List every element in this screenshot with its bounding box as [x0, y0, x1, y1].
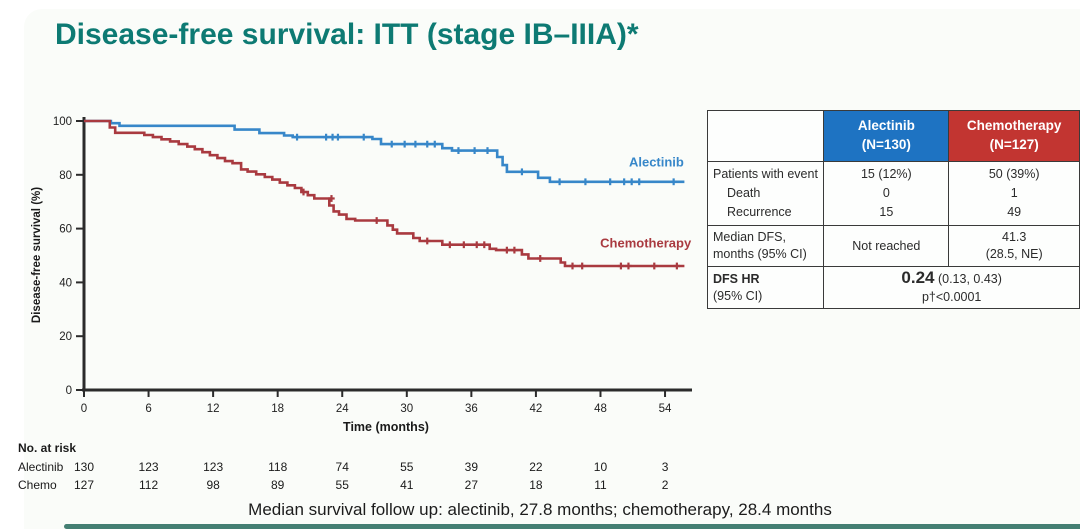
km-chart: 100 80 60 40 20 00 6 12 18 24 30 36 42 48 54 Time (mont…: [18, 116, 692, 492]
recurrence-chemo-value: 49: [1007, 205, 1022, 219]
svg-text:Alectinib: Alectinib: [18, 460, 64, 474]
death-alectinib-value: 0: [882, 186, 890, 200]
svg-text:80: 80: [59, 170, 72, 182]
svg-text:Chemo: Chemo: [18, 478, 57, 492]
svg-text:100: 100: [53, 116, 72, 128]
page-title: Disease-free survival: ITT (stage IB–III…: [55, 18, 639, 51]
hr-value: 0.24: [901, 268, 935, 287]
svg-text:118: 118: [268, 460, 287, 474]
svg-text:10: 10: [594, 460, 608, 474]
table-header-chemotherapy: Chemotherapy (N=127): [948, 110, 1080, 162]
recurrence-alectinib-value: 15: [879, 205, 894, 219]
svg-text:123: 123: [203, 460, 223, 474]
svg-text:22: 22: [529, 460, 543, 474]
svg-text:55: 55: [400, 460, 414, 474]
median-chemo-value-line1: 41.3: [1002, 230, 1027, 244]
svg-text:18: 18: [529, 478, 543, 492]
svg-text:No. at risk: No. at risk: [18, 441, 76, 455]
svg-text:74: 74: [336, 460, 350, 474]
svg-text:18: 18: [271, 403, 284, 415]
death-row-label: Death: [727, 186, 761, 200]
table-corner-cell: [706, 110, 825, 162]
dfs-hr-label-line1: DFS HR: [713, 271, 760, 286]
svg-text:27: 27: [465, 478, 479, 492]
results-table: Alectinib (N=130) Chemotherapy (N=127) P…: [706, 110, 1080, 309]
svg-text:3: 3: [662, 460, 669, 474]
svg-text:123: 123: [139, 460, 159, 474]
events-chemo-value: 50 (39%): [988, 167, 1040, 181]
svg-text:40: 40: [59, 277, 72, 289]
svg-text:54: 54: [659, 403, 672, 415]
death-chemo-value: 1: [1010, 186, 1018, 200]
svg-text:2: 2: [662, 478, 669, 492]
header-chemo-name: Chemotherapy: [966, 118, 1062, 134]
hr-p-value: p†<0.0001: [921, 290, 982, 304]
svg-text:24: 24: [336, 403, 349, 415]
events-alectinib-value: 15 (12%): [860, 167, 912, 181]
svg-text:0: 0: [66, 385, 72, 397]
svg-text:30: 30: [400, 403, 413, 415]
bottom-accent-bar: [64, 524, 1080, 529]
svg-text:12: 12: [207, 403, 220, 415]
header-alectinib-n: (N=130): [861, 137, 911, 152]
svg-text:20: 20: [59, 331, 72, 343]
svg-text:89: 89: [271, 478, 285, 492]
median-dfs-label-line2: months (95% CI): [713, 247, 807, 261]
svg-text:130: 130: [74, 460, 94, 474]
svg-text:48: 48: [594, 403, 607, 415]
svg-text:Time (months): Time (months): [343, 420, 429, 434]
svg-text:36: 36: [465, 403, 478, 415]
table-row: DFS HR (95% CI) 0.24 (0.13, 0.43) p†<0.0…: [706, 266, 1080, 309]
dfs-hr-label-line2: (95% CI): [713, 288, 763, 303]
svg-text:42: 42: [530, 403, 543, 415]
svg-text:55: 55: [336, 478, 350, 492]
header-chemo-n: (N=127): [989, 137, 1039, 152]
svg-text:Chemotherapy: Chemotherapy: [600, 235, 692, 250]
table-row: Median DFS, months (95% CI) Not reached …: [706, 225, 1080, 267]
svg-text:41: 41: [400, 478, 414, 492]
svg-text:60: 60: [59, 224, 72, 236]
median-chemo-value-line2: (28.5, NE): [985, 247, 1043, 261]
svg-text:112: 112: [139, 478, 158, 492]
table-row: Patients with event Death Recurrence 15 …: [706, 161, 1080, 226]
recurrence-row-label: Recurrence: [727, 205, 792, 219]
svg-text:39: 39: [465, 460, 479, 474]
events-row-label: Patients with event: [713, 167, 818, 181]
svg-text:Disease-free survival (%): Disease-free survival (%): [31, 187, 43, 323]
svg-text:11: 11: [594, 478, 607, 492]
header-alectinib-name: Alectinib: [857, 118, 915, 134]
footer-caption: Median survival follow up: alectinib, 27…: [248, 500, 832, 519]
median-alectinib-value: Not reached: [823, 225, 950, 267]
svg-text:0: 0: [81, 403, 87, 415]
hr-ci: (0.13, 0.43): [934, 272, 1002, 286]
svg-text:6: 6: [145, 403, 151, 415]
svg-text:98: 98: [206, 478, 220, 492]
median-dfs-label-line1: Median DFS,: [713, 230, 786, 244]
svg-text:127: 127: [74, 478, 94, 492]
svg-text:Alectinib: Alectinib: [629, 155, 684, 170]
table-header-alectinib: Alectinib (N=130): [823, 110, 950, 162]
